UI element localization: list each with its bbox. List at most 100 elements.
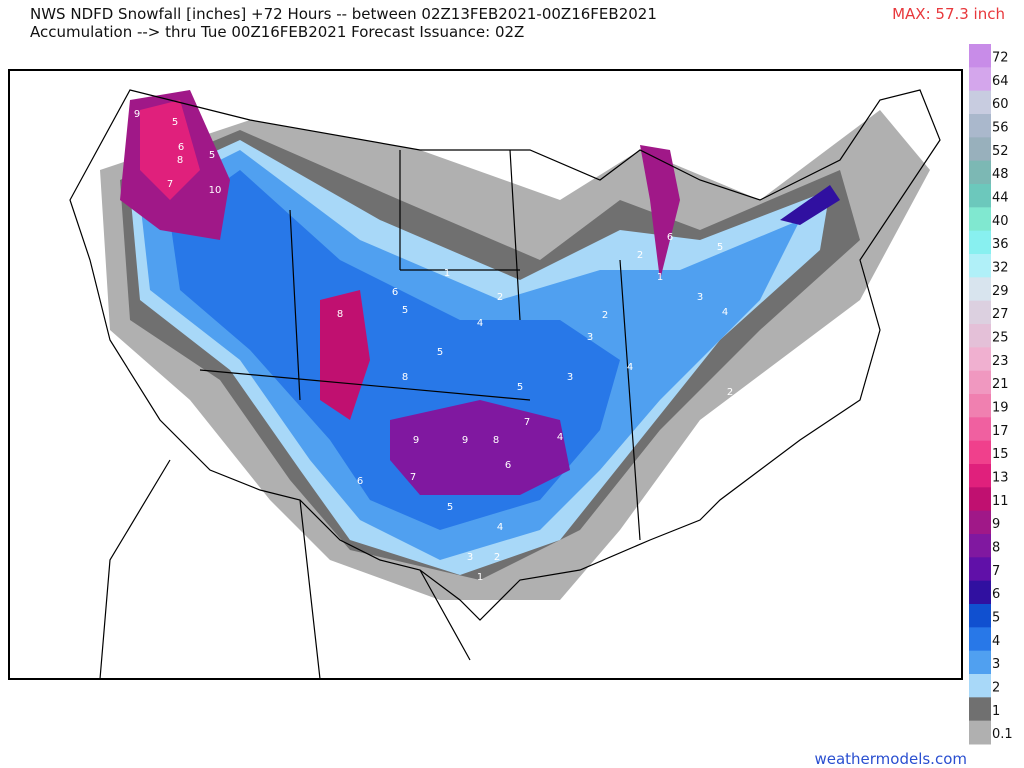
colorbar-label: 1: [992, 704, 1000, 719]
colorbar-swatch: [969, 254, 991, 278]
colorbar-label: 56: [992, 121, 1009, 136]
contour-label: 6: [178, 142, 184, 153]
colorbar-label: 23: [992, 354, 1009, 369]
contour-label: 4: [722, 307, 728, 318]
colorbar-label: 32: [992, 261, 1009, 276]
colorbar-swatch: [969, 674, 991, 698]
colorbar-swatch: [969, 114, 991, 138]
colorbar-label: 13: [992, 471, 1009, 486]
colorbar-swatch: [969, 557, 991, 582]
colorbar-label: 15: [992, 447, 1009, 462]
colorbar-swatch: [969, 324, 991, 348]
contour-label: 8: [177, 155, 183, 166]
colorbar-swatch: [969, 510, 991, 535]
colorbar-swatch: [969, 300, 991, 325]
contour-label: 9: [462, 435, 468, 446]
colorbar-label: 64: [992, 74, 1009, 89]
contour-label: 4: [557, 432, 563, 443]
contour-label: 3: [587, 332, 593, 343]
contour-label: 9: [134, 109, 140, 120]
colorbar-label: 11: [992, 494, 1009, 509]
colorbar-swatch: [969, 184, 991, 208]
colorbar-swatch: [969, 417, 991, 442]
contour-label: 4: [497, 522, 503, 533]
contour-label: 2: [494, 552, 500, 563]
max-label: MAX: 57.3 inch: [892, 5, 1005, 23]
colorbar-swatch: [969, 720, 991, 745]
contour-label: 6: [505, 460, 511, 471]
colorbar-label: 21: [992, 377, 1009, 392]
colorbar-label: 2: [992, 681, 1000, 696]
colorbar-swatch: [969, 347, 991, 372]
colorbar-label: 52: [992, 144, 1009, 159]
contour-label: 2: [637, 250, 643, 261]
colorbar-label: 25: [992, 331, 1009, 346]
colorbar-swatch: [969, 627, 991, 652]
contour-label: 2: [602, 310, 608, 321]
contour-label: 5: [402, 305, 408, 316]
colorbar-label: 5: [992, 611, 1000, 626]
contour-label: 5: [172, 117, 178, 128]
colorbar-label: 7: [992, 564, 1000, 579]
snow-shading: [100, 90, 930, 600]
contour-label: 1: [477, 572, 483, 583]
footer-credit: weathermodels.com: [814, 750, 967, 768]
colorbar-swatch: [969, 277, 991, 302]
title-line: NWS NDFD Snowfall [inches] +72 Hours -- …: [30, 5, 657, 23]
colorbar-swatch: [969, 394, 991, 418]
colorbar-label: 9: [992, 517, 1000, 532]
colorbar-swatch: [969, 534, 991, 558]
boundaries: [69, 89, 941, 680]
colorbar: 7264605652484440363229272523211917151311…: [969, 44, 1013, 745]
contour-label: 8: [337, 309, 343, 320]
contour-label: 4: [477, 318, 483, 329]
colorbar-label: 0.1: [992, 727, 1013, 742]
colorbar-label: 3: [992, 657, 1000, 672]
contour-label: 3: [697, 292, 703, 303]
colorbar-label: 27: [992, 307, 1009, 322]
colorbar-label: 40: [992, 214, 1009, 229]
colorbar-label: 48: [992, 167, 1009, 182]
contour-label: 8: [493, 435, 499, 446]
colorbar-label: 6: [992, 587, 1000, 602]
colorbar-label: 44: [992, 191, 1009, 206]
contour-label: 5: [437, 347, 443, 358]
contour-label: 8: [402, 372, 408, 383]
title-line: Accumulation --> thru Tue 00Z16FEB2021 F…: [30, 23, 525, 41]
contour-label: 1: [657, 272, 663, 283]
colorbar-label: 4: [992, 634, 1000, 649]
contour-label: 3: [467, 552, 473, 563]
contour-label: 6: [357, 476, 363, 487]
contour-label: 3: [567, 372, 573, 383]
contour-label: 5: [447, 502, 453, 513]
colorbar-label: 29: [992, 284, 1009, 299]
colorbar-swatch: [969, 464, 991, 488]
colorbar-label: 36: [992, 237, 1009, 252]
contour-label: 5: [209, 150, 215, 161]
contour-label: 2: [497, 292, 503, 303]
colorbar-label: 17: [992, 424, 1009, 439]
colorbar-swatch: [969, 90, 991, 115]
contour-label: 4: [627, 362, 633, 373]
colorbar-swatch: [969, 207, 991, 232]
contour-label: 5: [517, 382, 523, 393]
colorbar-swatch: [969, 440, 991, 465]
contour-label: 6: [392, 287, 398, 298]
colorbar-swatch: [969, 44, 991, 68]
contour-label: 5: [717, 242, 723, 253]
colorbar-label: 72: [992, 51, 1009, 66]
colorbar-swatch: [969, 580, 991, 605]
colorbar-label: 19: [992, 401, 1009, 416]
contour-label: 6: [667, 232, 673, 243]
contour-label: 7: [524, 417, 530, 428]
colorbar-label: 60: [992, 97, 1009, 112]
colorbar-swatch: [969, 697, 991, 722]
colorbar-swatch: [969, 370, 991, 395]
colorbar-swatch: [969, 160, 991, 185]
colorbar-swatch: [969, 230, 991, 255]
contour-label: 9: [413, 435, 419, 446]
contour-label: 10: [209, 185, 222, 196]
contour-label: 7: [410, 472, 416, 483]
